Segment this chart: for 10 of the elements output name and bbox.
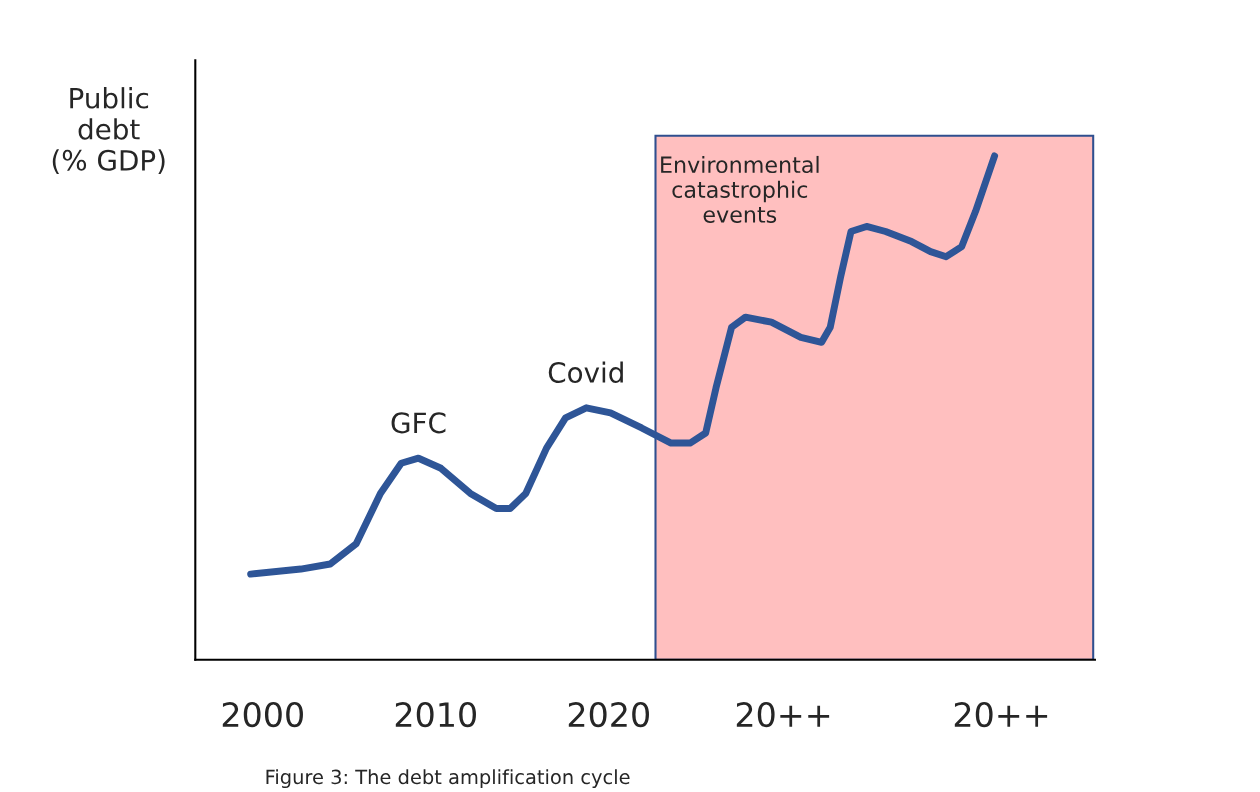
y-axis-title: Public debt (% GDP)	[52, 87, 165, 175]
annotation: GFC	[391, 412, 446, 434]
x-tick-label: 20++	[736, 701, 830, 728]
x-tick-label: 2010	[395, 701, 476, 728]
annotation: Covid	[548, 361, 623, 383]
caption: Figure 3: The debt amplification cycle	[266, 769, 630, 789]
band-label: Environmental catastrophic events	[661, 155, 819, 223]
x-tick-label: 2020	[568, 701, 649, 728]
x-tick-label: 2000	[222, 701, 303, 728]
x-tick-label: 20++	[954, 701, 1048, 728]
